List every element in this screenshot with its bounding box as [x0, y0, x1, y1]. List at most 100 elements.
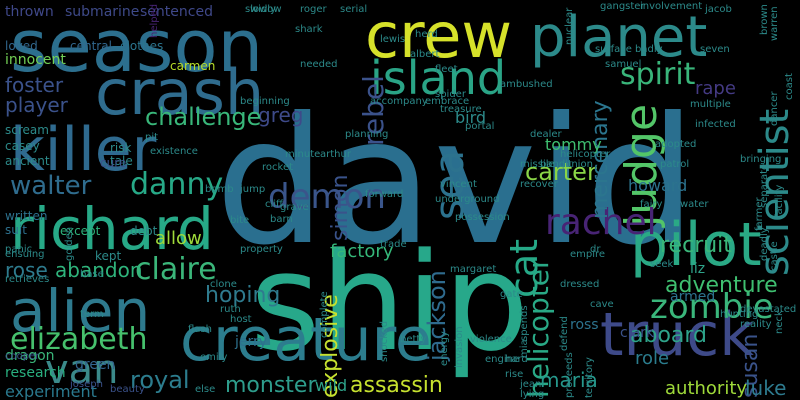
word-casey: casey — [5, 139, 40, 153]
word-aboard: aboard — [630, 323, 708, 348]
word-samuel: samuel — [605, 59, 642, 70]
word-seek: seek — [650, 259, 674, 270]
word-ambushed: ambushed — [500, 79, 553, 90]
word-dancer: dancer — [769, 91, 780, 126]
word-season: season — [10, 4, 264, 88]
word-slowly: slowly — [245, 4, 276, 15]
word-jean: jean — [520, 379, 542, 390]
word-authority: authority — [665, 378, 748, 399]
word-submarine: submarine — [65, 4, 140, 20]
word-base: base — [80, 269, 104, 280]
word-dragon: dragon — [5, 348, 55, 364]
word-needed: needed — [300, 59, 338, 70]
word-cure: cure — [100, 156, 127, 170]
word-castle: castle — [769, 241, 780, 271]
word-maria: maria — [540, 368, 598, 392]
word-royal: royal — [130, 366, 190, 394]
word-coast: coast — [784, 73, 795, 100]
word-ancient: ancient — [5, 154, 50, 168]
word-margaret: margaret — [450, 264, 497, 275]
word-vincent: vincent — [440, 179, 477, 190]
word-neck: neck — [774, 310, 785, 334]
word-lewis: lewis — [380, 34, 406, 45]
word-widow: widow — [250, 4, 282, 15]
word-panic: panic — [5, 244, 33, 255]
word-spider: spider — [435, 89, 466, 100]
word-albert: albert — [410, 49, 440, 60]
word-proceeds: proceeds — [564, 352, 575, 398]
word-zombie: zombie — [650, 287, 774, 327]
word-reality: reality — [740, 319, 772, 330]
word-suit: suit — [5, 223, 27, 237]
word-portal: portal — [465, 121, 495, 132]
word-hard: hard — [505, 354, 528, 365]
word-crew: crew — [365, 0, 513, 72]
word-involvement: involvement — [640, 1, 703, 12]
word-rape: rape — [695, 78, 736, 99]
word-bringing: bringing — [740, 154, 782, 165]
word-risk: risk — [110, 141, 132, 155]
word-violence: violence — [470, 334, 512, 345]
word-complete: complete — [319, 291, 330, 338]
word-adventure: adventure — [665, 273, 778, 298]
word-betty: betty — [400, 334, 427, 345]
word-ruth: ruth — [220, 304, 241, 315]
word-written: written — [5, 209, 48, 223]
word-fairy: fairy — [640, 199, 663, 210]
word-richard: richard — [10, 195, 214, 263]
word-dressed: dressed — [560, 279, 600, 290]
word-empire: empire — [570, 249, 606, 260]
word-badly: badly — [635, 44, 663, 55]
word-emily: emily — [200, 352, 228, 363]
word-facility: facility — [774, 184, 785, 218]
word-defend: defend — [559, 316, 570, 351]
word-island: island — [370, 51, 507, 105]
word-jerry: jerry — [235, 334, 268, 350]
word-term: term — [80, 309, 104, 320]
word-jacob: jacob — [705, 4, 732, 15]
word-cooper: cooper — [5, 351, 40, 362]
word-cliff: cliff — [265, 199, 283, 210]
word-abandon: abandon — [55, 258, 143, 282]
word-fleet: fleet — [435, 64, 458, 75]
word-embrace: embrace — [425, 96, 470, 107]
word-clothes: clothes — [120, 39, 164, 53]
word-innocent: innocent — [5, 52, 66, 68]
word-underground: underground — [435, 194, 500, 205]
word-tale: tale — [110, 154, 133, 168]
word-allow: allow — [155, 228, 202, 249]
word-property: property — [240, 244, 283, 255]
word-ship: ship — [250, 224, 530, 381]
word-sentenced: sentenced — [140, 4, 213, 20]
word-howard: howard — [628, 176, 688, 195]
word-recover: recover — [520, 179, 558, 190]
word-dr: dr — [590, 244, 601, 255]
word-bomb: bomb — [205, 184, 234, 195]
word-challenge: challenge — [145, 103, 262, 131]
word-dealer: dealer — [530, 129, 562, 140]
word-central: central — [70, 39, 112, 53]
word-infected: infected — [695, 119, 736, 130]
word-golden: golden — [64, 226, 75, 261]
word-beginning: beginning — [240, 96, 290, 107]
word-planning: planning — [345, 129, 389, 140]
word-except: except — [60, 224, 101, 238]
word-role: role — [635, 348, 670, 369]
word-rachel: rachel — [545, 202, 657, 243]
word-existence: existence — [150, 146, 198, 157]
word-beauty: beauty — [110, 384, 145, 395]
word-pilot: pilot — [630, 210, 762, 280]
word-barn: barn — [270, 214, 293, 225]
word-roger: roger — [300, 4, 327, 15]
word-flash: flash — [188, 324, 212, 335]
word-spends: spends — [519, 305, 530, 341]
word-possession: possession — [455, 212, 510, 223]
word-creature: creature — [180, 305, 432, 375]
word-tommy: tommy — [545, 135, 602, 154]
word-ross: ross — [570, 317, 599, 333]
word-killer: killer — [10, 115, 157, 185]
word-forward: forward — [365, 189, 404, 200]
word-engine: engine — [485, 354, 520, 365]
word-shocked: shocked — [379, 320, 390, 362]
word-helicopter: helicopter — [560, 149, 611, 160]
